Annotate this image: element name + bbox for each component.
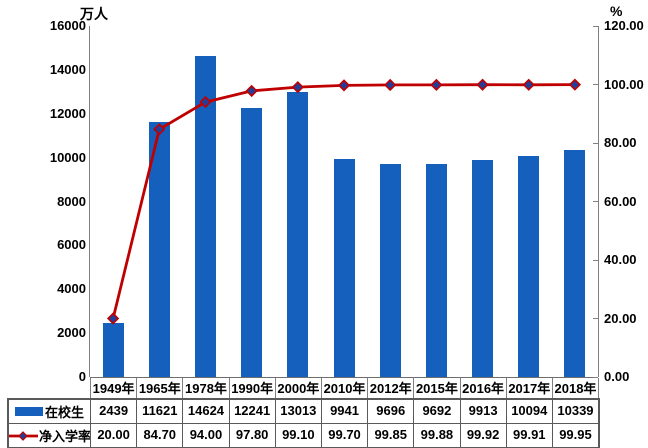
series-name-label: 净入学率 — [39, 429, 90, 444]
x-axis-label-2018年: 2018年 — [551, 378, 598, 399]
right-axis-tick-label: 40.00 — [604, 252, 637, 267]
right-axis-tick-label: 120.00 — [604, 18, 644, 33]
table-value-2016年: 9913 — [459, 400, 506, 423]
legend-line-icon — [9, 430, 38, 441]
line-marker-2012年 — [384, 78, 397, 92]
left-axis-tick-label: 10000 — [49, 149, 86, 165]
line-marker-1949年 — [106, 312, 120, 325]
table-value-2010年: 9941 — [320, 400, 367, 423]
table-value-2000年: 99.10 — [274, 424, 321, 447]
bar-2000年 — [287, 91, 309, 377]
bar-2018年 — [564, 150, 586, 377]
table-row-rate: 净入学率 20.00 84.70 94.00 97.80 99.10 99.70 99.85 9… — [9, 423, 598, 447]
legend-cell-students: 在校生 — [9, 400, 90, 423]
left-axis-tick-label: 12000 — [49, 105, 86, 121]
x-axis-label-2012年: 2012年 — [367, 378, 413, 399]
bar-2016年 — [472, 159, 494, 377]
table-value-2012年: 9696 — [367, 400, 413, 423]
left-axis-unit-label: 万人 — [80, 6, 108, 22]
table-value-2010年: 99.70 — [320, 424, 367, 447]
table-value-1949年: 2439 — [90, 400, 136, 423]
chart-data-table: 在校生 2439 11621 14624 12241 13013 9941 9696 9692 9… — [7, 398, 600, 448]
table-value-1965年: 11621 — [136, 400, 182, 423]
x-axis-line — [90, 377, 598, 378]
table-value-1990年: 97.80 — [228, 424, 275, 447]
table-value-1978年: 94.00 — [182, 424, 228, 447]
line-marker-2018年 — [568, 78, 582, 91]
line-marker-2016年 — [476, 78, 489, 91]
bar-2010年 — [333, 158, 355, 377]
table-value-2016年: 99.92 — [459, 424, 506, 447]
bar-1965年 — [148, 122, 170, 377]
bar-1978年 — [194, 56, 216, 377]
table-value-2017年: 10094 — [505, 400, 552, 423]
line-marker-2017年 — [522, 78, 535, 91]
left-axis-tick-label: 16000 — [49, 18, 86, 33]
right-axis-tick-mark — [593, 142, 598, 144]
right-axis-tick-label: 0.00 — [604, 369, 630, 384]
bar-2017年 — [518, 155, 540, 377]
series-name-label: 在校生 — [44, 405, 84, 420]
table-value-2015年: 9692 — [413, 400, 459, 423]
line-marker-2015年 — [430, 78, 443, 91]
x-axis-label-1978年: 1978年 — [182, 378, 228, 399]
right-axis-tick-mark — [593, 318, 598, 319]
bar-1949年 — [102, 323, 124, 377]
x-axis-label-1990年: 1990年 — [228, 378, 275, 399]
right-axis-tick-label: 20.00 — [604, 310, 637, 326]
right-axis-tick-mark — [593, 376, 598, 378]
left-axis-tick-label: 14000 — [49, 61, 86, 77]
legend-cell-rate: 净入学率 — [9, 424, 90, 447]
right-axis-line — [598, 26, 599, 377]
line-marker-1990年 — [245, 84, 258, 98]
x-axis-label-2016年: 2016年 — [459, 378, 506, 399]
right-axis-tick-mark — [593, 201, 598, 202]
table-value-1949年: 20.00 — [90, 424, 136, 447]
table-value-2012年: 99.85 — [367, 424, 413, 447]
x-axis-label-2015年: 2015年 — [413, 378, 459, 399]
table-value-2018年: 99.95 — [551, 424, 598, 447]
x-axis-label-1965年: 1965年 — [136, 378, 182, 399]
left-axis-tick-label: 2000 — [57, 325, 86, 341]
right-axis-tick-mark — [593, 259, 598, 261]
left-axis-line — [89, 26, 90, 377]
line-marker-2010年 — [337, 79, 351, 92]
right-axis-tick-label: 80.00 — [604, 135, 637, 150]
table-value-2017年: 99.91 — [505, 424, 552, 447]
left-axis-tick-label: 6000 — [57, 237, 86, 253]
table-value-2018年: 10339 — [551, 400, 598, 423]
x-axis-label-1949年: 1949年 — [90, 378, 136, 399]
right-axis-tick-label: 100.00 — [604, 76, 644, 92]
table-value-2000年: 13013 — [274, 400, 321, 423]
left-axis-tick-label: 4000 — [57, 281, 86, 297]
legend-bar-swatch — [14, 407, 43, 416]
x-axis-label-2010年: 2010年 — [320, 378, 367, 399]
bar-2015年 — [425, 164, 447, 377]
right-axis-tick-label: 60.00 — [604, 193, 637, 209]
bar-1990年 — [241, 108, 263, 377]
table-row-students: 在校生 2439 11621 14624 12241 13013 9941 9696 9692 9… — [9, 400, 598, 423]
table-value-2015年: 99.88 — [413, 424, 459, 447]
right-axis-unit-label: % — [610, 3, 623, 19]
table-value-1990年: 12241 — [228, 400, 275, 423]
bar-2012年 — [379, 164, 401, 377]
x-axis-labels-row: 1949年 1965年 1978年 1990年 2000年 2010年 2012年 2015年… — [90, 378, 599, 399]
x-axis-label-2017年: 2017年 — [505, 378, 552, 399]
x-axis-label-2000年: 2000年 — [274, 378, 321, 399]
table-value-1978年: 14624 — [182, 400, 228, 423]
right-axis-tick-mark — [593, 84, 598, 85]
left-axis-tick-label: 0 — [78, 369, 86, 384]
right-axis-tick-mark — [593, 25, 598, 27]
left-axis-tick-label: 8000 — [57, 193, 86, 209]
table-value-1965年: 84.70 — [136, 424, 182, 447]
